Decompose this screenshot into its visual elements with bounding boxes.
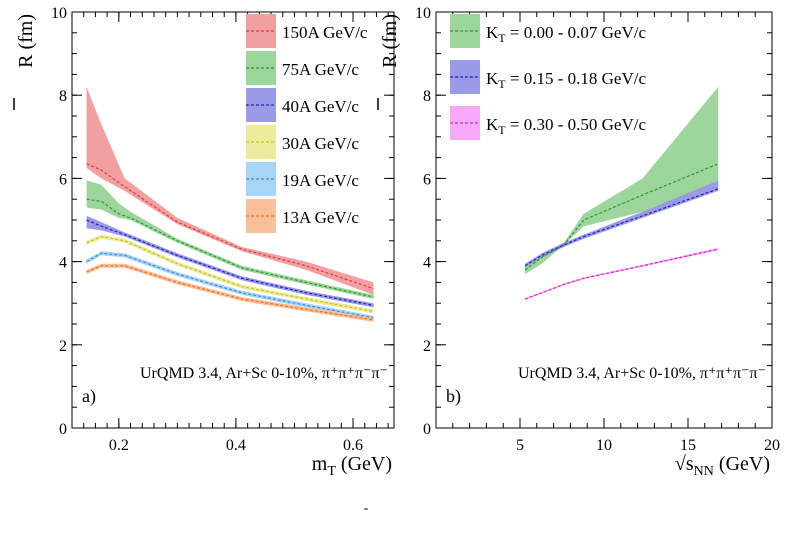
legend-label-4: 19A GeV/c: [282, 171, 359, 190]
y-tick-label: 4: [423, 255, 431, 272]
annotation: UrQMD 3.4, Ar+Sc 0-10%, π⁺π⁺π⁻π⁻: [518, 365, 766, 382]
series-line-0: [86, 163, 374, 290]
series-line-2: [86, 219, 374, 306]
y-tick-label: 6: [59, 171, 67, 188]
series-line-2: [524, 248, 719, 300]
y-tick-label: 6: [423, 171, 431, 188]
x-tick-label: 20: [764, 437, 780, 454]
y-axis-label: R (fm): [15, 14, 37, 68]
legend-label-3: 30A GeV/c: [282, 134, 359, 153]
series-line-1: [86, 198, 374, 298]
series-band-5: [86, 263, 374, 322]
panel-b: 0 2 4 6 8 10 5 10 15 20 R (fm) √sNN (GeV) UrQMD 3.4,…: [377, 5, 780, 479]
legend-label-1: 75A GeV/c: [282, 60, 359, 79]
y-tick-label: 8: [423, 88, 431, 105]
x-tick-label: 0.4: [226, 437, 246, 454]
x-axis-label: √sNN (GeV): [675, 453, 770, 479]
series-line-3: [86, 235, 374, 313]
x-tick-label: 0.2: [109, 437, 129, 454]
legend-label-2: KT = 0.30 - 0.50 GeV/c: [486, 115, 646, 137]
panel-a: 0 2 4 6 8 10 0.2 0.4 0.6 R (fm) mT (GeV) UrQMD 3.4,…: [13, 5, 395, 479]
annotation: UrQMD 3.4, Ar+Sc 0-10%, π⁺π⁺π⁻π⁻: [140, 365, 388, 382]
series-line-4: [86, 252, 374, 319]
panel-label: a): [82, 386, 96, 407]
series-band-1: [525, 180, 719, 268]
series-band-0: [86, 86, 374, 295]
x-tick-label: 5: [516, 437, 524, 454]
series-band-2: [86, 215, 374, 308]
x-tick-label: 10: [596, 437, 612, 454]
x-tick-label: 15: [680, 437, 696, 454]
x-tick-label: 0.6: [343, 437, 363, 454]
y-tick-label: 0: [423, 421, 431, 438]
y-tick-label: 10: [51, 5, 67, 22]
footer-mark: -: [364, 501, 369, 516]
series-band-4: [86, 251, 374, 320]
y-tick-label: 4: [59, 255, 67, 272]
y-tick-label: 2: [423, 338, 431, 355]
y-axis-label: R (fm): [379, 14, 401, 68]
series-band-3: [86, 234, 374, 314]
series-line-1: [524, 188, 719, 267]
series-line-5: [86, 265, 374, 321]
legend-label-0: KT = 0.00 - 0.07 GeV/c: [486, 23, 646, 45]
legend-label-0: 150A GeV/c: [282, 23, 368, 42]
legend-label-2: 40A GeV/c: [282, 97, 359, 116]
series-line-0: [524, 163, 719, 271]
y-tick-label: 2: [59, 338, 67, 355]
x-axis-label: mT (GeV): [312, 453, 392, 479]
y-tick-label: 0: [59, 421, 67, 438]
legend-label-1: KT = 0.15 - 0.18 GeV/c: [486, 69, 646, 91]
y-tick-label: 10: [415, 5, 431, 22]
legend-label-5: 13A GeV/c: [282, 208, 359, 227]
panel-label: b): [446, 386, 461, 407]
y-tick-label: 8: [59, 88, 67, 105]
